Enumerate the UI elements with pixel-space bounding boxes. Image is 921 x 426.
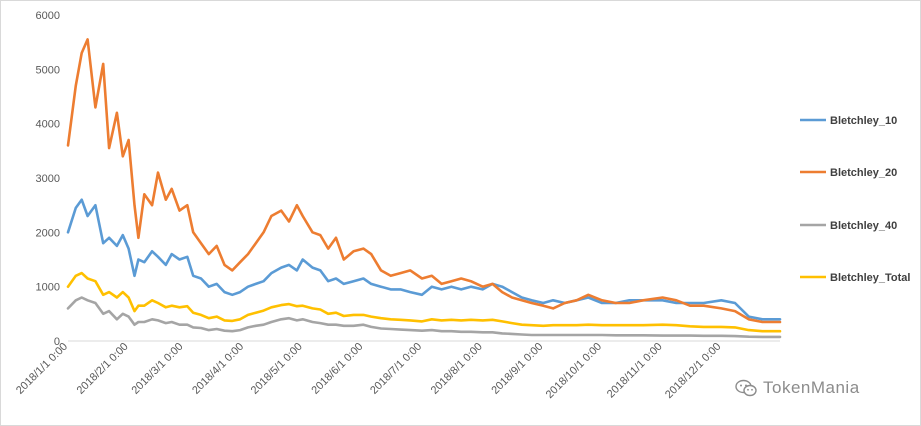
x-tick-label: 2018/1/1 0:00	[14, 341, 70, 397]
y-axis: 0 1000 2000 3000 4000 5000 6000	[36, 10, 60, 348]
legend-label: Bletchley_20	[830, 167, 897, 179]
legend-label: Bletchley_Total	[830, 272, 911, 284]
y-tick-label: 6000	[36, 10, 60, 22]
series-lines	[66, 38, 782, 339]
x-tick-label: 2018/6/1 0:00	[309, 341, 365, 397]
y-tick-label: 5000	[36, 64, 60, 76]
y-tick-label: 0	[54, 336, 60, 348]
y-tick-label: 3000	[36, 173, 60, 185]
x-tick-label: 2018/9/1 0:00	[489, 341, 545, 397]
x-tick-label: 2018/3/1 0:00	[129, 341, 185, 397]
x-tick-label: 2018/11/1 0:00	[605, 341, 665, 401]
y-tick-label: 2000	[36, 227, 60, 239]
series-line-bletchley_20	[66, 38, 782, 324]
x-tick-label: 2018/7/1 0:00	[368, 341, 424, 397]
y-tick-label: 4000	[36, 119, 60, 131]
x-tick-label: 2018/8/1 0:00	[429, 341, 485, 397]
watermark-text: TokenMania	[763, 378, 860, 397]
y-tick-label: 1000	[36, 282, 60, 294]
x-tick-label: 2018/5/1 0:00	[249, 341, 305, 397]
watermark: TokenMania	[735, 375, 860, 401]
x-tick-label: 2018/12/1 0:00	[663, 341, 723, 401]
legend: Bletchley_10 Bletchley_20 Bletchley_40 Blet…	[800, 115, 911, 284]
series-line-bletchley_40	[66, 296, 782, 339]
x-tick-label: 2018/4/1 0:00	[190, 341, 246, 397]
legend-label: Bletchley_10	[830, 115, 897, 127]
x-tick-label: 2018/10/1 0:00	[544, 341, 604, 401]
series-line-bletchley_10	[66, 198, 782, 321]
wechat-icon	[735, 379, 757, 397]
legend-label: Bletchley_40	[830, 220, 897, 232]
x-tick-label: 2018/2/1 0:00	[75, 341, 131, 397]
series-line-bletchley_total	[66, 271, 782, 333]
